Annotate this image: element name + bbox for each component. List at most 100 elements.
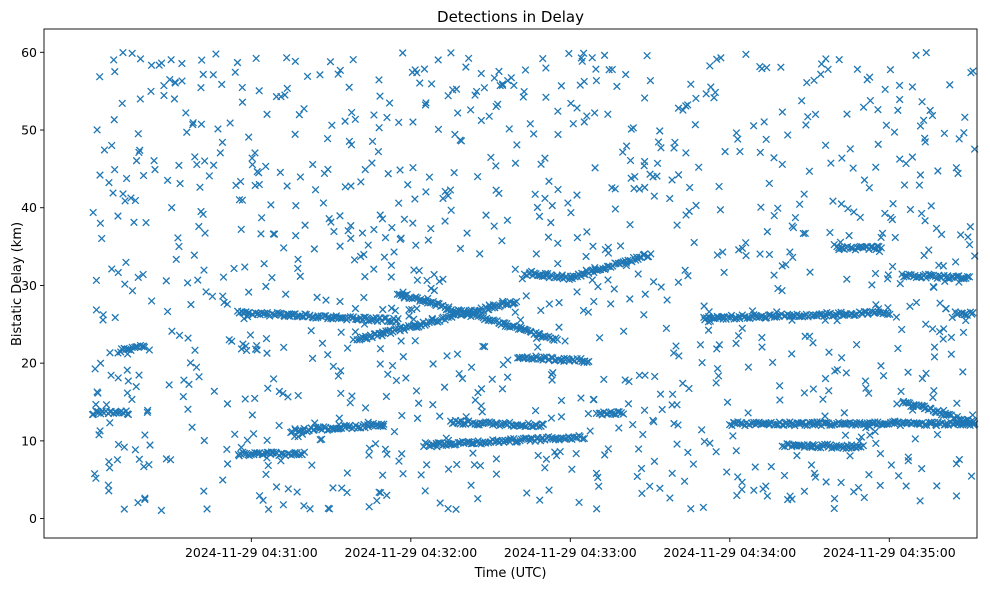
data-point (368, 137, 377, 146)
data-point (114, 440, 123, 449)
data-point (604, 110, 612, 118)
data-point (918, 374, 927, 383)
data-point (435, 277, 444, 286)
data-point (188, 423, 196, 431)
data-point (774, 204, 782, 213)
data-point (592, 505, 601, 513)
data-point (916, 122, 925, 130)
data-point (633, 472, 642, 481)
data-point (619, 327, 628, 336)
data-point (681, 266, 689, 275)
data-point (251, 149, 259, 157)
data-point (809, 385, 818, 393)
data-point (395, 457, 403, 465)
data-point (121, 280, 129, 288)
data-point (926, 106, 934, 115)
data-point (96, 359, 105, 367)
data-point (641, 371, 649, 379)
data-point (387, 261, 396, 270)
data-point (578, 57, 587, 66)
data-point (778, 262, 787, 270)
data-point (545, 177, 553, 186)
data-point (653, 172, 661, 180)
data-point (183, 279, 192, 287)
data-point (561, 337, 569, 345)
data-point (557, 396, 566, 405)
data-point (539, 420, 548, 429)
data-point (712, 448, 720, 456)
data-point (827, 159, 835, 167)
data-point (668, 176, 676, 184)
data-point (387, 304, 396, 312)
data-point (881, 209, 889, 218)
data-point (768, 358, 777, 367)
data-point (163, 307, 172, 316)
data-point (802, 78, 811, 87)
data-point (492, 455, 501, 463)
data-point (106, 418, 114, 427)
data-point (453, 350, 462, 358)
data-point (421, 101, 430, 109)
data-point (825, 386, 833, 395)
data-point (674, 421, 682, 429)
data-point (696, 341, 705, 349)
data-point (711, 88, 720, 97)
data-point (692, 201, 700, 210)
data-point (252, 341, 261, 350)
data-point (702, 90, 710, 98)
data-point (888, 215, 897, 224)
data-point (184, 334, 192, 342)
data-point (384, 169, 392, 178)
data-point (405, 312, 413, 320)
data-point (420, 296, 428, 305)
data-point (756, 148, 765, 157)
data-point (634, 270, 642, 278)
data-point (89, 208, 97, 217)
data-point (114, 268, 123, 277)
data-point (327, 218, 335, 226)
data-point (821, 412, 829, 420)
data-point (511, 308, 520, 316)
data-point (883, 310, 892, 319)
data-point (403, 180, 412, 189)
data-point (640, 406, 649, 415)
data-point (853, 65, 862, 74)
data-point (123, 366, 132, 374)
data-point (904, 456, 913, 465)
data-point (575, 498, 583, 507)
data-point (219, 292, 227, 300)
data-point (336, 242, 344, 250)
data-point (637, 464, 646, 473)
data-point (186, 359, 195, 367)
data-point (845, 231, 853, 240)
data-point (252, 54, 260, 63)
data-point (411, 195, 419, 203)
data-point (218, 476, 227, 484)
data-point (398, 49, 407, 57)
data-point (477, 116, 486, 125)
data-point (736, 147, 744, 156)
data-point (505, 125, 514, 133)
data-point (439, 275, 447, 283)
data-point (650, 372, 659, 381)
data-point (714, 372, 723, 380)
y-axis-label: Bistatic Delay (km) (10, 222, 25, 346)
data-point (830, 494, 839, 503)
data-point (729, 432, 737, 440)
data-point (263, 110, 271, 119)
y-axis: 0 10 20 30 40 50 60 (21, 45, 44, 526)
data-point (626, 220, 634, 229)
data-point (120, 505, 129, 513)
data-point (216, 149, 225, 157)
data-point (590, 109, 599, 117)
data-point (226, 119, 234, 127)
data-point (663, 296, 671, 304)
data-point (189, 118, 197, 127)
data-point (656, 390, 665, 398)
data-point (725, 420, 734, 429)
data-point (837, 353, 846, 362)
data-point (168, 327, 176, 335)
data-point (734, 135, 742, 143)
data-point (578, 435, 587, 443)
data-point (141, 431, 149, 439)
